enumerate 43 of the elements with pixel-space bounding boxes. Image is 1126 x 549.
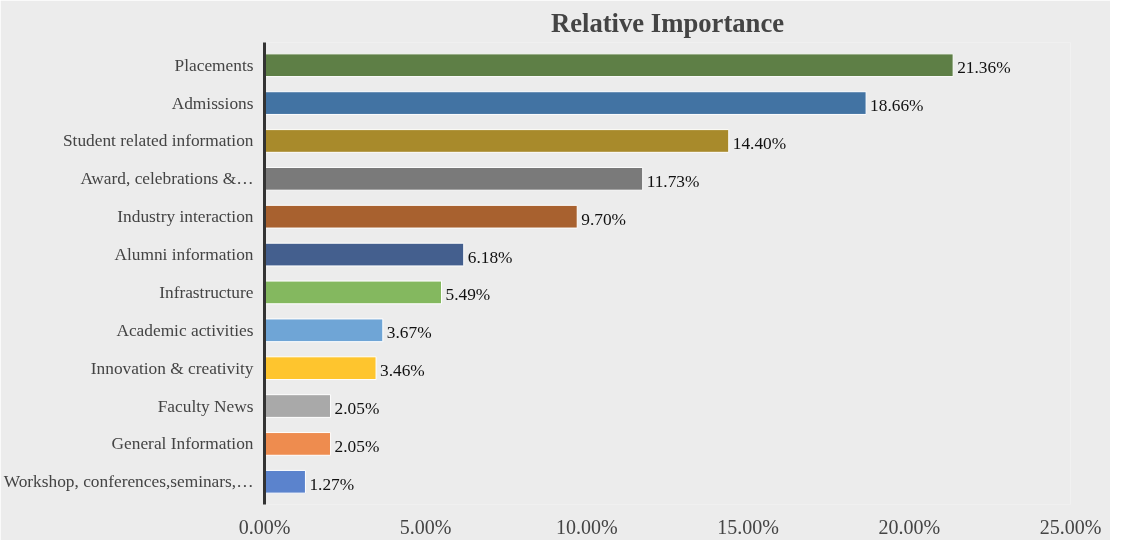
chart-title: Relative Importance — [550, 7, 785, 38]
bar — [264, 318, 384, 343]
y-tick-label: Industry interaction — [117, 207, 254, 227]
x-tick-label: 10.00% — [556, 515, 618, 538]
data-label: 5.49% — [445, 285, 491, 305]
y-tick-label: Academic activities — [116, 320, 254, 340]
y-tick-label: Infrastructure — [159, 282, 254, 302]
x-tick-label: 20.00% — [878, 515, 941, 538]
x-tick-label: 25.00% — [1039, 515, 1102, 538]
data-label: 11.73% — [646, 171, 700, 191]
y-tick-label: Faculty News — [157, 396, 254, 416]
y-tick-label: General Information — [111, 434, 254, 454]
data-label: 1.27% — [309, 474, 355, 494]
data-label: 6.18% — [467, 247, 513, 267]
bar — [264, 242, 465, 267]
bar — [264, 166, 644, 191]
bar — [264, 91, 867, 115]
bar — [264, 394, 332, 418]
data-label: 3.67% — [386, 323, 432, 343]
x-tick-label: 5.00% — [399, 515, 452, 538]
y-tick-label: Admissions — [171, 93, 254, 113]
y-tick-label: Workshop, conferences,seminars,… — [3, 472, 254, 492]
bar — [264, 204, 578, 229]
bar — [264, 469, 306, 494]
x-tick-label: 0.00% — [238, 515, 291, 538]
data-label: 14.40% — [732, 133, 787, 153]
bar — [264, 53, 954, 78]
bar — [264, 280, 442, 305]
data-label: 21.36% — [957, 58, 1011, 78]
data-label: 2.05% — [334, 399, 380, 419]
y-tick-label: Innovation & creativity — [90, 358, 254, 378]
y-tick-label: Award, celebrations &… — [80, 169, 254, 189]
y-tick-label: Placements — [174, 55, 254, 75]
data-label: 3.46% — [380, 361, 425, 381]
bar — [264, 432, 332, 456]
y-tick-label: Student related information — [62, 131, 254, 151]
x-tick-label: 15.00% — [717, 515, 779, 538]
bar — [264, 129, 730, 153]
bar — [264, 356, 377, 381]
y-tick-label: Alumni information — [114, 245, 254, 265]
data-label: 18.66% — [870, 96, 924, 116]
data-label: 2.05% — [334, 436, 380, 456]
data-label: 9.70% — [581, 209, 626, 229]
